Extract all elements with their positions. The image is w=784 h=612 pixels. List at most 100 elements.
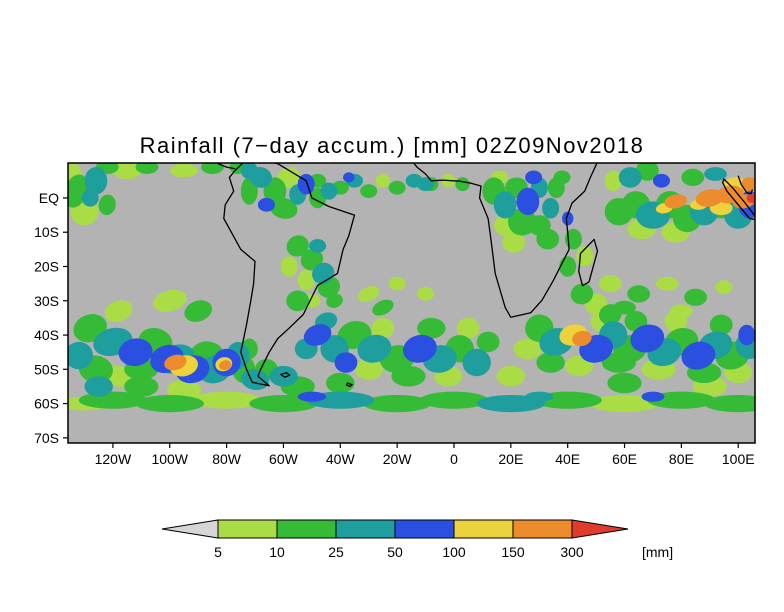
x-tick-label: 20W <box>383 451 413 467</box>
y-tick-label: 50S <box>34 361 59 377</box>
rain-cell <box>201 163 224 174</box>
rain-cell <box>417 177 435 192</box>
colorbar-segment <box>394 519 455 539</box>
x-tick-label: 60W <box>269 451 299 467</box>
y-tick-label: 20S <box>34 259 59 275</box>
rain-cell <box>388 180 406 195</box>
rain-cell <box>746 192 755 204</box>
rain-cell <box>618 167 642 188</box>
rain-cell <box>536 352 565 373</box>
colorbar-unit: [mm] <box>642 544 673 560</box>
rain-cell <box>653 173 670 188</box>
x-tick-label: 40E <box>555 451 580 467</box>
rain-cell <box>334 352 358 373</box>
rain-cell <box>84 376 113 397</box>
rain-cell <box>166 379 202 401</box>
rain-cell <box>684 288 707 306</box>
rain-cell <box>627 285 651 303</box>
rain-cell <box>124 376 159 397</box>
rain-cell <box>164 354 187 371</box>
colorbar-segment <box>512 519 573 539</box>
x-tick-label: 100W <box>151 451 188 467</box>
rain-cell <box>192 391 261 409</box>
rain-cell <box>388 276 406 291</box>
rain-cell <box>81 189 99 207</box>
y-tick-label: 10S <box>34 224 59 240</box>
rain-cell <box>391 365 426 387</box>
rain-cell <box>655 276 679 291</box>
rain-cell <box>297 173 315 195</box>
rain-cell <box>135 163 159 174</box>
rain-cell <box>641 391 665 402</box>
x-tick-label: 60E <box>612 451 637 467</box>
rain-cell <box>419 391 489 409</box>
coastline-africa <box>412 163 598 318</box>
coastlines <box>216 163 755 388</box>
x-tick-label: 120W <box>95 451 132 467</box>
rain-cell <box>184 300 213 322</box>
rain-cell <box>257 197 275 212</box>
rain-cell <box>375 173 390 188</box>
colorbar-tick-label: 100 <box>442 544 466 560</box>
x-tick-label: 80E <box>669 451 694 467</box>
rain-cell <box>98 194 116 216</box>
rain-cell <box>403 334 437 363</box>
x-tick-label: 40W <box>326 451 356 467</box>
rain-cell <box>576 245 594 267</box>
rain-cell <box>738 324 755 346</box>
rain-cell <box>104 300 133 322</box>
x-tick-label: 20E <box>498 451 523 467</box>
rain-cell <box>249 166 272 188</box>
rain-cell <box>525 170 543 185</box>
rain-cell <box>572 330 592 347</box>
rain-cell <box>553 170 571 185</box>
rain-cell <box>635 163 659 181</box>
rain-cell <box>320 182 338 200</box>
rain-cell <box>664 194 687 209</box>
rain-cell <box>476 331 500 353</box>
rain-cell <box>525 391 554 402</box>
rain-cell <box>513 338 543 360</box>
rain-cell <box>681 168 705 186</box>
rain-cell <box>630 324 665 353</box>
rain-cell <box>326 372 355 394</box>
y-tick-label: 40S <box>34 327 59 343</box>
rain-cell <box>462 348 491 377</box>
rain-field <box>68 163 755 413</box>
rain-cell <box>360 184 378 199</box>
rain-cell <box>536 228 560 250</box>
rain-cell <box>297 269 315 291</box>
rain-cell <box>516 187 540 216</box>
axis-labels: 120W 100W 80W 60W 40W 20W 0 20E 40E 60E 80E 100E EQ 1… <box>34 190 755 467</box>
rain-cell <box>357 334 392 363</box>
colorbar-segment <box>217 519 278 539</box>
rain-cell <box>647 391 716 409</box>
rain-cell <box>704 167 727 181</box>
coastline-madagascar <box>578 238 599 287</box>
rain-cell <box>562 211 574 226</box>
rain-cell <box>135 395 204 413</box>
rain-cell <box>280 256 298 277</box>
axis-ticks <box>63 197 739 448</box>
rain-cell <box>363 395 432 413</box>
coastline-south-america <box>223 163 356 387</box>
rain-cell <box>681 341 716 370</box>
colorbar-segment <box>276 519 337 539</box>
rain-cell <box>604 170 622 192</box>
rain-cell <box>417 317 446 339</box>
x-tick-label: 80W <box>212 451 242 467</box>
y-tick-label: 30S <box>34 293 59 309</box>
rain-cell <box>118 338 153 367</box>
rain-cell <box>303 324 332 346</box>
colorbar-below-min-arrow <box>161 519 219 539</box>
rain-cell <box>357 286 380 302</box>
map-frame <box>67 162 756 444</box>
rain-cell <box>84 167 108 195</box>
y-tick-label: 70S <box>34 430 59 446</box>
rain-cell <box>372 299 394 316</box>
rain-cell <box>741 177 755 192</box>
colorbar-segment <box>335 519 396 539</box>
rain-cell <box>715 280 733 294</box>
rain-cell <box>68 341 93 370</box>
colorbar-tick-label: 300 <box>560 544 584 560</box>
